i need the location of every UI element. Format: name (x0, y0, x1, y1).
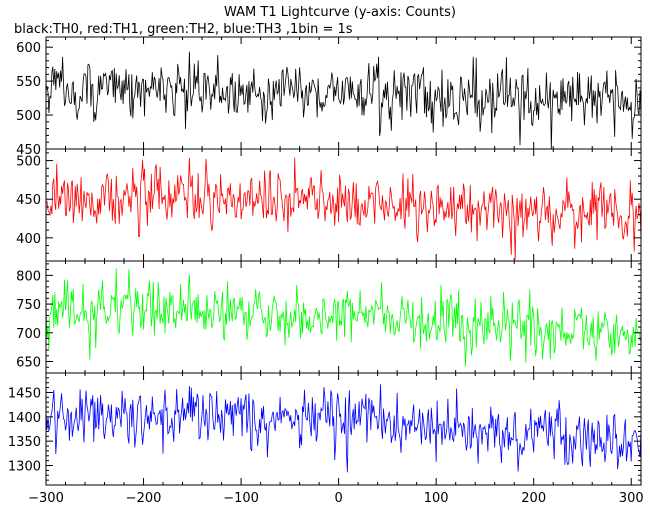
x-tick-label: −300 (28, 491, 64, 505)
x-tick-label: 0 (334, 491, 342, 505)
y-tick-label: 400 (16, 232, 41, 247)
y-tick-label: 1350 (8, 435, 41, 450)
y-tick-label: 700 (16, 327, 41, 342)
y-tick-label: 500 (16, 155, 41, 170)
y-tick-label: 550 (16, 75, 41, 90)
y-tick-label: 500 (16, 109, 41, 124)
chart-title: WAM T1 Lightcurve (y-axis: Counts) (224, 5, 456, 20)
y-tick-label: 450 (16, 193, 41, 208)
y-tick-label: 1450 (8, 386, 41, 401)
series-line-th1 (46, 157, 641, 260)
y-tick-label: 650 (16, 356, 41, 371)
y-tick-label: 450 (16, 143, 41, 158)
x-axis: −300 −200 −100 0 100 200 300 (28, 491, 644, 506)
x-tick-label: 300 (619, 491, 644, 505)
series-line-th0 (46, 51, 641, 149)
x-tick-label: −200 (126, 491, 162, 505)
y-tick-label: 1300 (8, 460, 41, 475)
panel-th2: 650 700 750 800 (16, 260, 642, 374)
y-tick-label: 1400 (8, 411, 41, 426)
panel-frame (45, 260, 642, 374)
y-tick-label: 600 (16, 41, 41, 56)
series-line-th2 (46, 268, 641, 367)
panel-frame (45, 372, 642, 486)
y-tick-label: 800 (16, 269, 41, 284)
panel-th0: 450 500 550 600 (16, 36, 642, 158)
x-tick-label: 100 (424, 491, 449, 505)
series-line-th3 (46, 384, 641, 473)
chart-subtitle: black:TH0, red:TH1, green:TH2, blue:TH3 … (14, 22, 353, 37)
x-tick-label: −100 (223, 491, 259, 505)
x-tick-label: 200 (521, 491, 546, 505)
panel-th3: 1300 1350 1400 1450 (8, 372, 642, 486)
panel-th1: 400 450 500 (16, 148, 642, 262)
panels-group: 4505005506004004505006507007508001300135… (8, 36, 642, 486)
y-tick-label: 750 (16, 298, 41, 313)
